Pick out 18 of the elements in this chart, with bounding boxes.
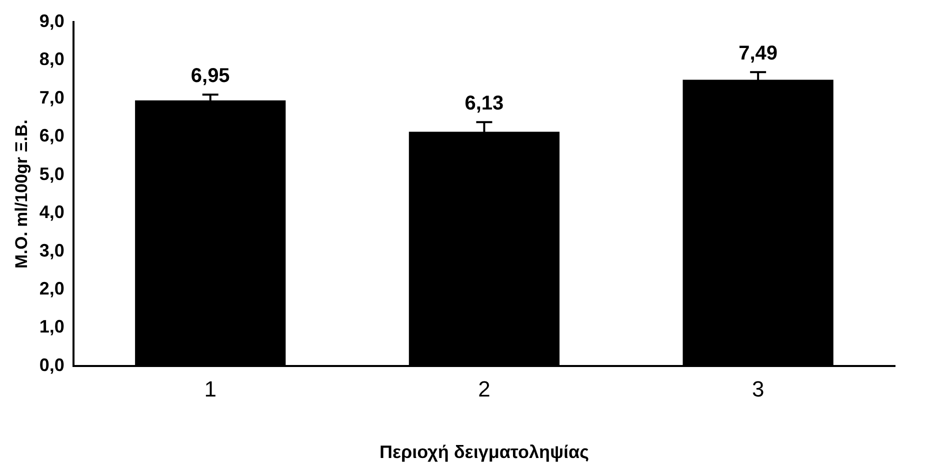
x-tick-label: 3 [752, 376, 764, 402]
y-tick-label: 9,0 [39, 10, 64, 31]
x-axis-title: Περιοχή δειγματοληψίας [379, 442, 589, 462]
y-tick-label: 6,0 [39, 126, 64, 146]
y-tick-label: 8,0 [39, 49, 64, 70]
data-label: 6,95 [190, 65, 230, 88]
x-tick-label: 2 [478, 376, 490, 402]
y-axis-title: M.O. ml/100gr Ξ.Β. [12, 120, 31, 268]
y-tick-label: 5,0 [39, 164, 64, 184]
data-label: 7,49 [738, 42, 778, 65]
y-tick-label: 0,0 [39, 354, 64, 375]
y-tick-label: 1,0 [39, 316, 64, 337]
data-label: 6,13 [464, 92, 504, 115]
y-tick-label: 2,0 [39, 278, 64, 299]
y-tick-label: 7,0 [39, 87, 64, 108]
y-tick-label: 3,0 [39, 240, 64, 260]
y-tick-label: 4,0 [39, 202, 64, 222]
x-tick-label: 1 [204, 376, 216, 402]
